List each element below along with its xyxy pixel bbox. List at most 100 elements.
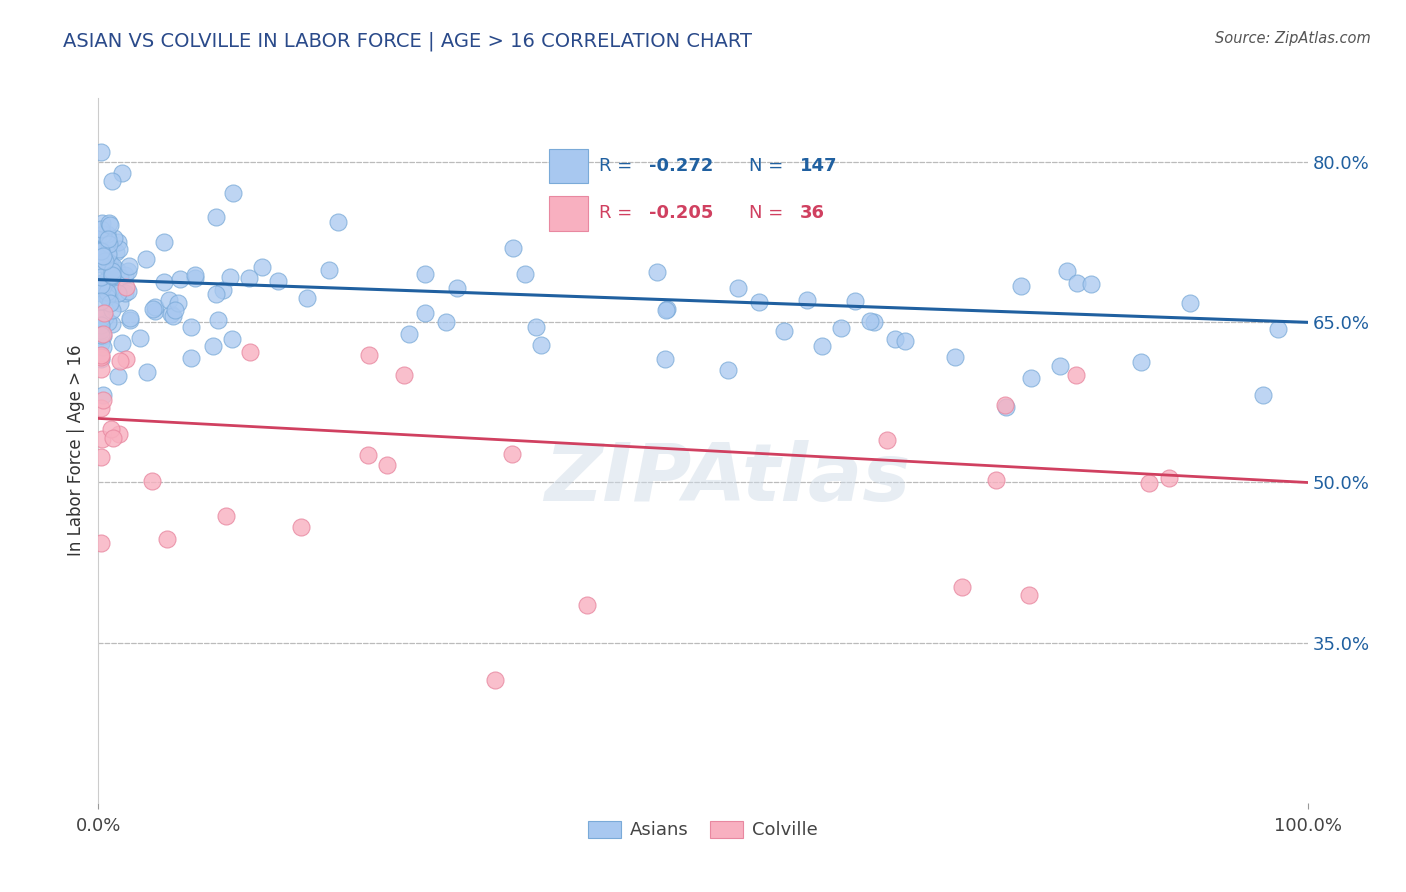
Point [502,241,524,255]
Point [575,599,598,613]
Point [169,272,191,286]
Point [153,235,176,250]
Point [108,427,131,442]
Point [1056,264,1078,278]
Point [90,307,112,321]
Point [141,474,163,488]
Point [1066,276,1088,290]
Text: ZIPAtlas: ZIPAtlas [544,440,910,517]
Point [111,166,134,180]
Point [91,249,114,263]
Point [1267,322,1289,336]
Point [446,281,468,295]
Point [90,242,112,256]
Y-axis label: In Labor Force | Age > 16: In Labor Force | Age > 16 [66,344,84,557]
Point [90,328,112,343]
Point [90,255,112,269]
Point [98,218,121,232]
Point [97,247,120,261]
Point [90,145,112,159]
Point [90,450,112,465]
Point [90,241,112,255]
Point [159,307,181,321]
Point [201,339,224,353]
Point [434,315,457,329]
Point [98,286,121,301]
Point [727,281,749,295]
Point [108,242,131,256]
Point [100,317,122,331]
Point [90,401,112,416]
Point [118,259,141,273]
Point [484,673,506,687]
Point [894,334,917,348]
Point [811,339,834,353]
Point [513,268,536,282]
Text: R =: R = [599,157,633,175]
Point [645,265,668,279]
Point [152,276,174,290]
Point [167,296,190,310]
Point [97,236,120,251]
Point [129,331,152,345]
Point [163,302,186,317]
Point [180,320,202,334]
Text: N =: N = [749,204,783,222]
Point [215,509,238,524]
Point [101,174,124,188]
Point [107,235,129,249]
Point [97,315,120,329]
Point [114,285,136,300]
Point [884,332,907,346]
Point [90,433,112,447]
Point [90,293,112,308]
Point [93,276,115,290]
Point [326,215,349,229]
Point [222,186,245,200]
Point [97,264,120,278]
Point [107,369,129,384]
Point [1157,471,1180,485]
Point [183,270,205,285]
Point [1251,388,1274,402]
Point [90,222,112,236]
Point [118,310,141,325]
Point [859,313,882,327]
Bar [548,195,588,230]
Point [90,310,112,325]
Point [91,388,114,402]
Point [157,293,180,307]
Point [1018,588,1040,602]
Point [94,310,117,325]
Point [94,253,117,268]
Point [103,231,125,245]
Text: -0.205: -0.205 [650,204,713,222]
Point [90,335,112,350]
Point [115,351,138,366]
Point [136,365,159,379]
Point [96,274,118,288]
Point [415,268,437,282]
Legend: Asians, Colville: Asians, Colville [581,814,825,847]
Point [162,309,184,323]
Bar [548,149,588,184]
Point [96,291,118,305]
Point [207,313,229,327]
Point [108,354,131,368]
Point [398,327,420,342]
Point [184,268,207,282]
Text: 36: 36 [800,204,824,222]
Point [90,282,112,296]
Point [156,532,179,546]
Point [100,296,122,310]
Point [91,392,114,407]
Point [90,244,112,259]
Point [90,351,112,365]
Point [97,289,120,303]
Point [212,284,235,298]
Point [97,232,120,246]
Point [250,260,273,274]
Point [654,351,676,366]
Point [1137,476,1160,491]
Point [114,268,136,283]
